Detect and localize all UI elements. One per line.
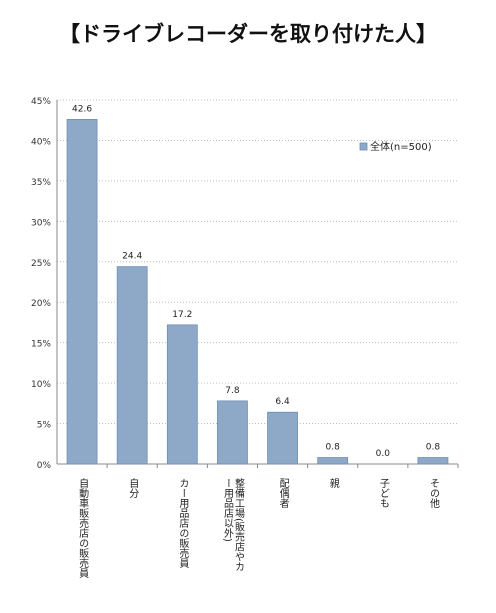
bar xyxy=(166,324,198,465)
data-label: 24.4 xyxy=(122,252,142,262)
bar xyxy=(417,457,449,465)
data-label: 0.0 xyxy=(376,449,391,459)
y-tick-label: 35% xyxy=(31,178,51,188)
bar xyxy=(317,457,349,465)
data-label: 7.8 xyxy=(225,386,240,396)
bar xyxy=(116,266,148,465)
data-label: 0.8 xyxy=(326,443,341,453)
bar xyxy=(217,400,248,465)
legend-label: 全体(n=500) xyxy=(370,140,432,153)
y-tick-label: 15% xyxy=(31,340,51,350)
chart-title: 【ドライブレコーダーを取り付けた人】 xyxy=(59,22,437,46)
data-label: 42.6 xyxy=(72,104,92,114)
x-category-label: 自動車販売店の販売員 xyxy=(77,477,89,579)
y-tick-label: 40% xyxy=(31,137,51,147)
data-label: 17.2 xyxy=(172,310,192,320)
y-tick-label: 45% xyxy=(31,97,51,107)
bar xyxy=(267,411,298,465)
y-tick-label: 20% xyxy=(31,299,51,309)
x-category-label: 配偶者 xyxy=(277,478,289,509)
data-label: 0.8 xyxy=(426,443,441,453)
data-label: 6.4 xyxy=(275,397,290,407)
y-tick-label: 0% xyxy=(37,461,52,471)
y-tick-label: 10% xyxy=(31,380,51,390)
x-category-label: 自分 xyxy=(127,477,139,499)
y-tick-label: 5% xyxy=(37,421,52,431)
y-tick-label: 30% xyxy=(31,218,51,228)
x-category-label: 整備工場(販売店やカ xyxy=(232,477,244,572)
x-category-label: その他 xyxy=(427,478,439,509)
x-category-label: 親 xyxy=(327,477,339,489)
legend-swatch xyxy=(359,142,368,151)
y-tick-label: 25% xyxy=(31,259,51,269)
x-category-label: 子ども xyxy=(377,478,389,508)
x-category-label: ー用品店以外) xyxy=(221,478,233,542)
bar xyxy=(66,119,98,465)
x-category-label: カー用品店の販売員 xyxy=(177,478,189,569)
